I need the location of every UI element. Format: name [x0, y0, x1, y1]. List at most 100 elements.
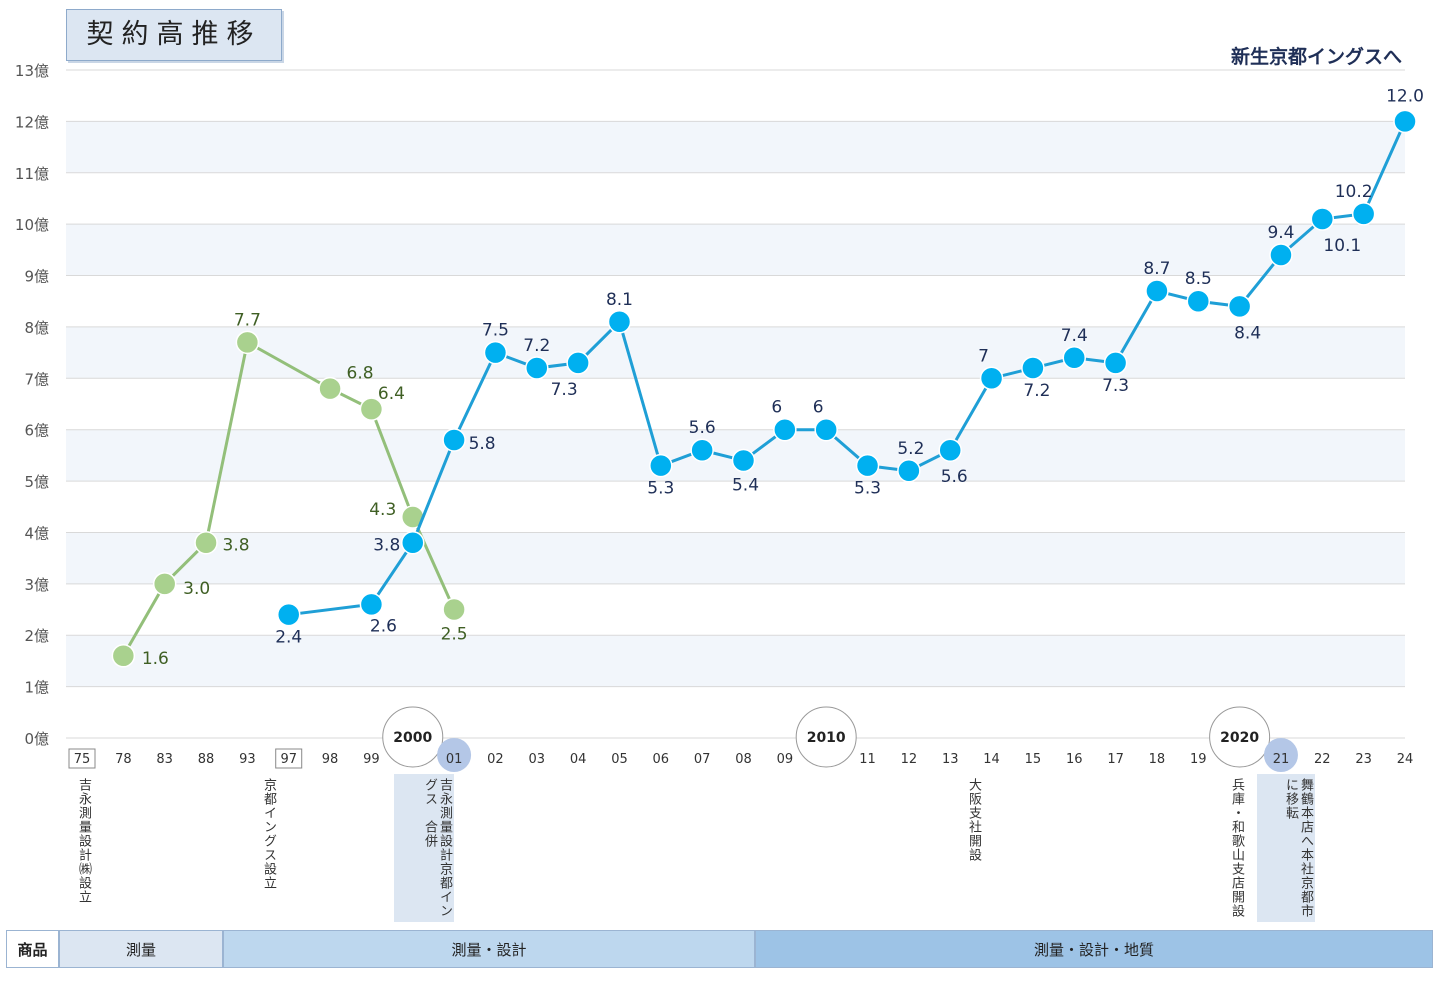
y-tick-label: 3億	[24, 576, 49, 594]
data-point	[525, 356, 549, 380]
x-tick-label: 23	[1355, 752, 1372, 767]
data-point	[731, 448, 756, 473]
data-label: 3.0	[183, 579, 210, 599]
data-label: 7.3	[1102, 376, 1129, 396]
data-point	[1021, 356, 1045, 380]
data-point	[1310, 207, 1335, 231]
data-point	[897, 459, 921, 483]
grid-band	[66, 121, 1405, 173]
data-point	[1145, 279, 1169, 303]
x-tick-label: 04	[570, 752, 587, 767]
x-tick-label: 01	[446, 752, 463, 767]
x-tick-label: 05	[611, 752, 628, 767]
x-tick-label: 88	[198, 752, 215, 767]
data-label: 3.8	[223, 536, 250, 556]
data-point	[359, 592, 384, 617]
data-point	[1227, 294, 1252, 319]
event-label-merger-text: 吉永測量設計京都イングス 合併	[422, 778, 452, 918]
data-label: 6	[771, 398, 782, 418]
data-point	[690, 438, 714, 462]
x-tick-highlight	[437, 738, 472, 772]
data-label: 5.2	[897, 439, 924, 459]
y-tick-label: 13億	[15, 62, 49, 80]
data-point	[194, 530, 218, 555]
data-label: 4.3	[369, 500, 396, 520]
annotation-new-company: 新生京都イングスへ	[1231, 45, 1402, 68]
data-point	[1393, 109, 1417, 134]
x-tick-circle	[382, 706, 444, 768]
data-point	[1351, 202, 1376, 226]
data-label: 7.5	[482, 321, 509, 341]
x-tick-label: 11	[859, 752, 876, 767]
x-tick-label: 99	[363, 752, 380, 767]
x-tick-label: 03	[529, 752, 546, 767]
grid-band	[66, 326, 1405, 379]
data-point	[773, 417, 797, 442]
x-tick-label: 16	[1066, 752, 1083, 767]
x-tick-label: 98	[322, 752, 339, 767]
y-tick-label: 8億	[24, 319, 49, 337]
event-label: 兵庫・和歌山支店開設	[1229, 778, 1244, 918]
data-point	[814, 417, 838, 442]
y-tick-label: 0億	[24, 730, 49, 748]
data-point	[442, 428, 466, 452]
x-tick-label: 21	[1273, 752, 1290, 767]
data-label: 7.4	[1061, 326, 1088, 346]
data-point	[607, 310, 632, 334]
data-label: 2.4	[275, 628, 302, 648]
data-point	[649, 453, 673, 478]
event-label-relocation: 舞鶴本店へ本社京都市に移転	[1257, 774, 1315, 922]
event-label: 大阪支社開設	[966, 778, 981, 862]
y-tick-label: 12億	[15, 113, 49, 131]
y-tick-label: 9億	[24, 268, 49, 286]
x-tick-circle	[795, 706, 857, 768]
x-tick-label: 17	[1107, 752, 1124, 767]
data-label: 7	[978, 346, 989, 366]
x-tick-label: 2000	[393, 730, 432, 746]
product-segment: 測量・設計	[223, 930, 755, 968]
x-tick-label: 93	[239, 752, 256, 767]
data-label: 8.7	[1143, 259, 1170, 279]
data-label: 7.7	[234, 310, 261, 330]
data-label: 3.8	[373, 536, 400, 556]
data-point	[152, 572, 177, 596]
data-label: 7.2	[523, 336, 550, 356]
y-tick-label: 5億	[24, 473, 49, 491]
data-point	[318, 376, 342, 401]
data-label: 2.5	[441, 625, 468, 645]
x-tick-label: 24	[1397, 752, 1414, 767]
data-label: 10.2	[1335, 182, 1373, 202]
data-point	[359, 397, 384, 421]
data-point	[979, 366, 1004, 391]
data-label: 5.3	[854, 479, 881, 499]
x-tick-circle	[1209, 706, 1271, 768]
y-tick-label: 6億	[24, 422, 49, 440]
y-tick-label: 7億	[24, 370, 49, 388]
grid-band	[66, 532, 1405, 584]
x-tick-label: 2020	[1220, 730, 1259, 746]
data-label: 10.1	[1323, 236, 1361, 256]
x-tick-label: 06	[653, 752, 670, 767]
y-tick-label: 2億	[24, 627, 49, 645]
x-tick-label: 75	[74, 752, 91, 767]
x-tick-label: 13	[942, 752, 959, 767]
x-tick-label: 97	[280, 752, 297, 767]
x-tick-highlight	[1263, 738, 1298, 772]
data-point	[566, 351, 590, 375]
data-point	[111, 644, 136, 668]
event-label-merger: 吉永測量設計京都イングス 合併	[394, 774, 454, 922]
event-label-relocation-text: 舞鶴本店へ本社京都市に移転	[1283, 778, 1313, 918]
y-tick-label: 11億	[15, 165, 49, 183]
data-label: 12.0	[1386, 86, 1424, 106]
data-point	[235, 330, 260, 355]
grid-band	[66, 224, 1405, 276]
data-point	[1186, 289, 1211, 313]
chart-title-box: 契約高推移	[66, 9, 282, 61]
data-point	[1062, 346, 1086, 370]
data-point	[483, 340, 508, 365]
data-label: 6.4	[378, 384, 405, 404]
x-tick-label: 2010	[807, 730, 846, 746]
data-label: 2.6	[370, 616, 397, 636]
x-tick-label: 22	[1314, 752, 1331, 767]
